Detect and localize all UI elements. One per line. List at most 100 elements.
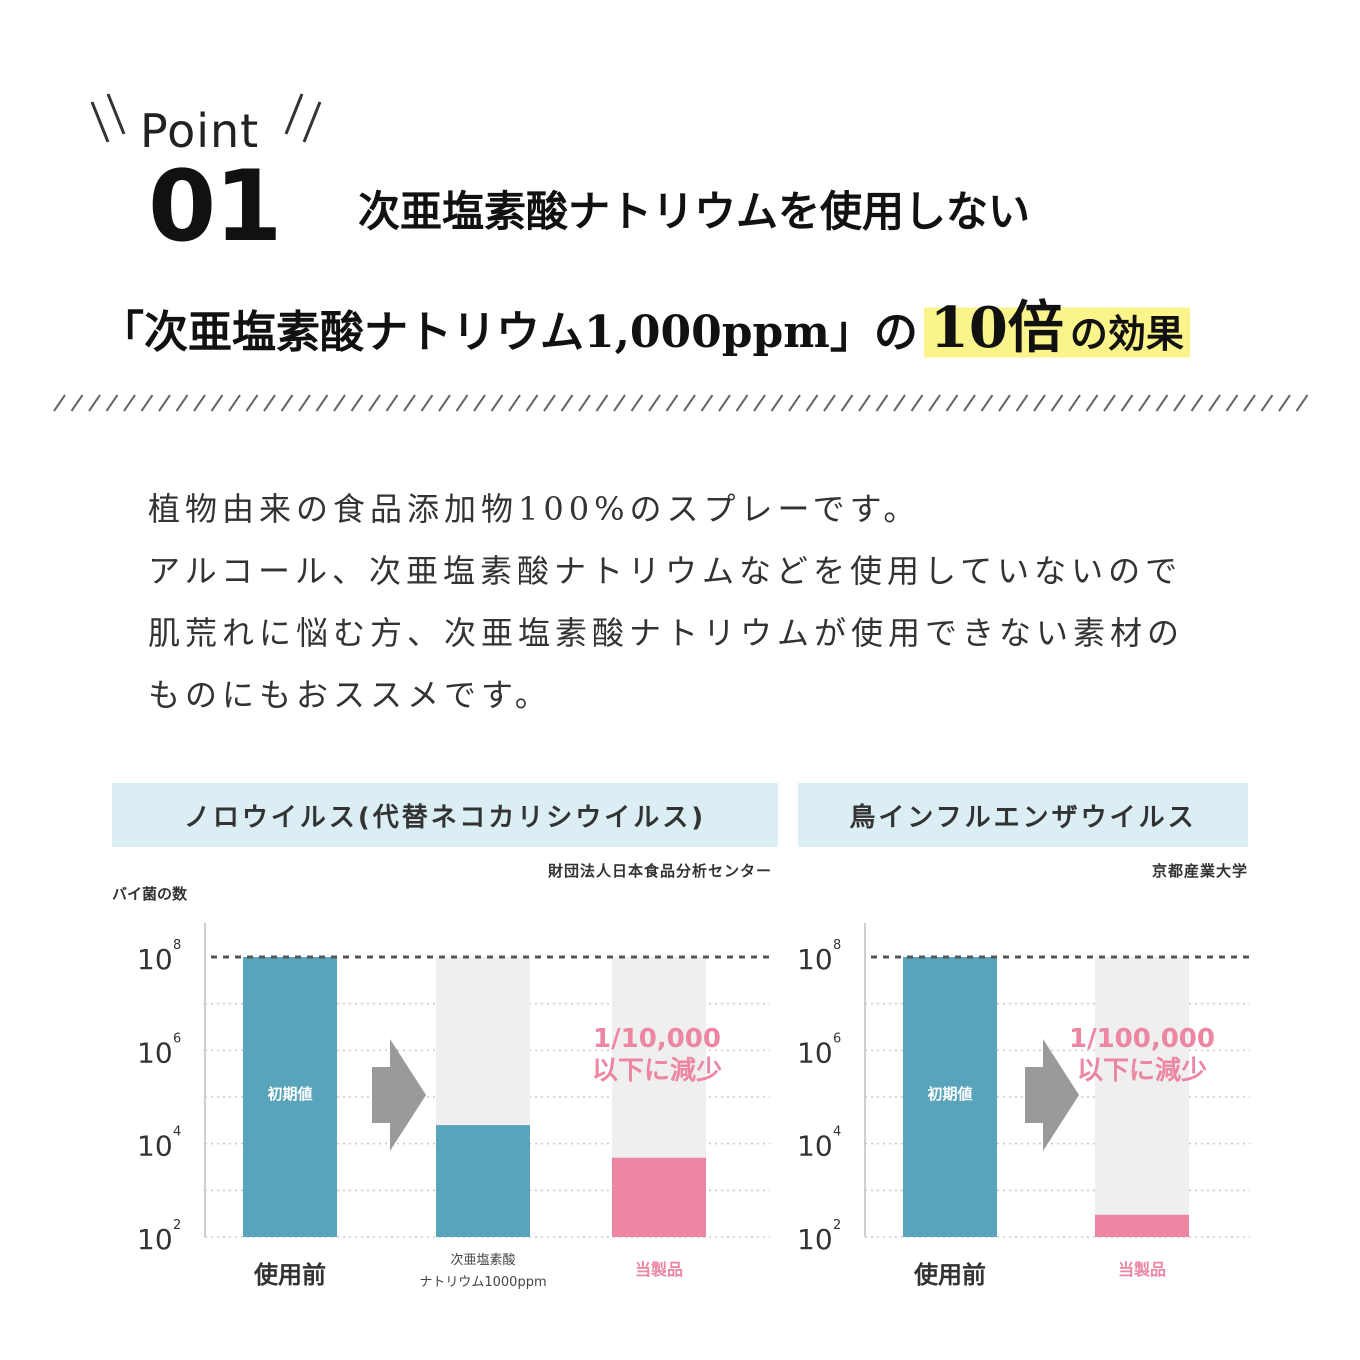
arrow-icon (372, 1039, 426, 1151)
divider-hatch (1015, 394, 1029, 412)
divider-hatch (595, 394, 609, 412)
divider-hatch (858, 394, 871, 412)
divider-hatch (1295, 394, 1309, 412)
divider-hatch (560, 394, 574, 412)
divider-hatch (140, 394, 154, 412)
divider-hatch (1173, 394, 1186, 412)
divider-hatch (1033, 394, 1046, 412)
divider-hatch (718, 394, 731, 412)
divider-hatch (1120, 394, 1134, 412)
bar-inner-label: 初期値 (267, 1085, 312, 1103)
divider-hatch (1138, 394, 1151, 412)
divider-hatch (753, 394, 766, 412)
divider-hatch (875, 394, 889, 412)
slash-right-2 (302, 101, 322, 143)
divider-hatch (770, 394, 784, 412)
y-tick-label: 10 (797, 1130, 833, 1163)
divider-hatch (228, 394, 241, 412)
divider-hatch (280, 394, 294, 412)
y-tick-label: 10 (137, 1036, 173, 1069)
description-line: 肌荒れに悩む方、次亜塩素酸ナトリウムが使用できない素材の (148, 614, 1185, 652)
divider-hatch (315, 394, 329, 412)
divider-hatch (1155, 394, 1169, 412)
divider-hatch (1085, 394, 1099, 412)
divider-hatch (630, 394, 644, 412)
divider-hatch (613, 394, 626, 412)
divider-hatch (1208, 394, 1221, 412)
point-number: 01 (148, 150, 282, 264)
x-category-label: 使用前 (913, 1261, 986, 1289)
y-tick-label: 10 (797, 1223, 833, 1256)
divider-hatch (1225, 394, 1239, 412)
divider-hatch (105, 394, 119, 412)
divider-hatch (840, 394, 854, 412)
x-category-label: ナトリウム1000ppm (419, 1275, 546, 1290)
divider-hatch (385, 394, 399, 412)
divider-hatch (928, 394, 941, 412)
divider-hatch (438, 394, 451, 412)
bar (436, 1125, 530, 1237)
y-tick-label: 10 (797, 943, 833, 976)
chart-avian-flu-title: 鳥インフルエンザウイルス (798, 783, 1248, 847)
reduction-annotation: 以下に減少 (1077, 1056, 1207, 1086)
divider-hatch (578, 394, 591, 412)
divider-hatch (788, 394, 801, 412)
chart-norovirus-source: 財団法人日本食品分析センター (547, 862, 772, 880)
divider-hatch (490, 394, 504, 412)
divider-hatch (403, 394, 416, 412)
y-tick-label: 10 (137, 943, 173, 976)
y-tick-exponent: 2 (173, 1218, 181, 1233)
divider-hatch (945, 394, 959, 412)
divider-hatch (805, 394, 819, 412)
divider-hatch (210, 394, 224, 412)
headline-primary: 次亜塩素酸ナトリウムを使用しない (358, 187, 1031, 236)
reduction-annotation: 1/100,000 (1069, 1024, 1215, 1054)
description: 植物由来の食品添加物100%のスプレーです。 アルコール、次亜塩素酸ナトリウムな… (148, 478, 1268, 726)
bar (612, 1157, 706, 1237)
reduction-annotation: 1/10,000 (593, 1024, 721, 1054)
divider-hatch (700, 394, 714, 412)
headline-highlight-big: 10倍 (929, 295, 1064, 361)
divider-hatch (980, 394, 994, 412)
divider-hatch (175, 394, 189, 412)
x-category-label: 使用前 (253, 1261, 326, 1289)
y-tick-label: 10 (797, 1036, 833, 1069)
divider-hatch (158, 394, 171, 412)
headline-secondary: 「次亜塩素酸ナトリウム1,000ppm」の 10倍 の効果 (100, 283, 1190, 364)
y-tick-exponent: 4 (833, 1125, 841, 1140)
description-line: ものにもおススメです。 (148, 676, 552, 714)
divider-hatch (1103, 394, 1116, 412)
divider-hatch (648, 394, 661, 412)
divider-hatch (70, 394, 84, 412)
divider-hatch (263, 394, 276, 412)
divider-hatch (683, 394, 696, 412)
headline-secondary-prefix: 「次亜塩素酸ナトリウム1,000ppm」の (100, 307, 918, 358)
x-category-label: 次亜塩素酸 (450, 1252, 515, 1268)
bar-background (1095, 957, 1189, 1237)
divider-hatch (543, 394, 556, 412)
divider-hatch (420, 394, 434, 412)
x-category-label: 当製品 (1118, 1260, 1166, 1279)
y-tick-exponent: 8 (833, 938, 841, 953)
highlight-marker: 10倍 の効果 (923, 283, 1190, 364)
divider-hatch (333, 394, 346, 412)
y-axis-label: バイ菌の数 (112, 885, 188, 903)
divider-hatch (963, 394, 976, 412)
description-line: アルコール、次亜塩素酸ナトリウムなどを使用していないので (148, 552, 1183, 590)
divider-hatch (123, 394, 136, 412)
bar (1095, 1214, 1189, 1237)
hatched-divider (53, 394, 1309, 412)
headline-highlight-suffix: の効果 (1069, 311, 1184, 356)
divider-hatch (665, 394, 679, 412)
reduction-annotation: 以下に減少 (592, 1056, 722, 1086)
chart-avian-flu-source: 京都産業大学 (1151, 862, 1248, 880)
divider-hatch (1260, 394, 1274, 412)
point-label: Point (140, 104, 260, 158)
divider-hatch (245, 394, 259, 412)
divider-hatch (1068, 394, 1081, 412)
divider-hatch (1243, 394, 1256, 412)
divider-hatch (1190, 394, 1204, 412)
divider-hatch (368, 394, 381, 412)
divider-hatch (193, 394, 206, 412)
